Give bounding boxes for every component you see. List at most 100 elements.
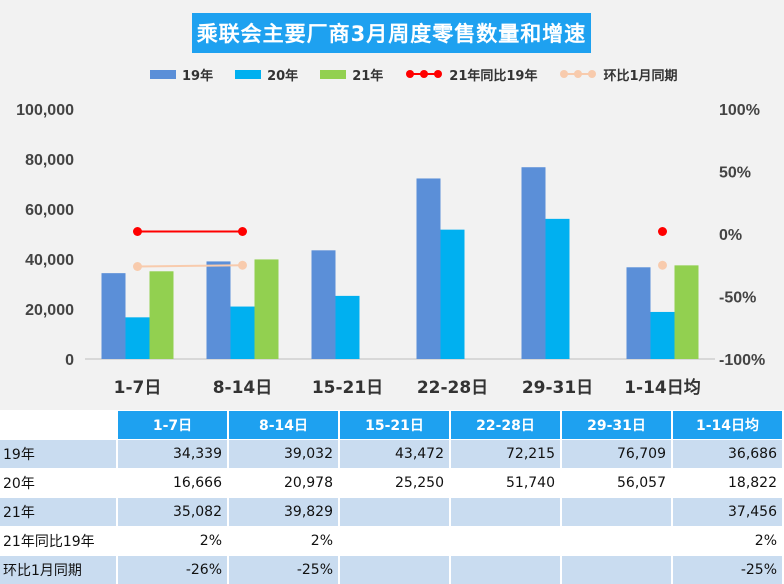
- bar-19年: [311, 250, 336, 359]
- table-cell: 36,686: [673, 439, 784, 468]
- y-left-tick-label: 40,000: [25, 252, 74, 269]
- table-cell: [562, 526, 673, 555]
- legend-swatch-20: [235, 69, 262, 79]
- legend-line-mom-icon: [560, 70, 597, 78]
- legend-label-20: 20年: [267, 68, 299, 84]
- table-header: 29-31日: [562, 411, 673, 439]
- bar-21年: [254, 259, 279, 359]
- x-tick-label: 1-14日均: [624, 377, 701, 398]
- legend-swatch-19: [150, 69, 176, 79]
- table-cell: [451, 497, 562, 526]
- bar-19年: [521, 167, 546, 359]
- table-cell: [340, 526, 451, 555]
- row-label: 20年: [0, 468, 118, 497]
- legend-label-mom: 环比1月同期: [603, 68, 678, 84]
- table-cell: 51,740: [451, 468, 562, 497]
- table-cell: [340, 497, 451, 526]
- legend-item-21: 21年: [320, 65, 383, 84]
- table-cell: 18,822: [673, 468, 784, 497]
- row-label: 环比1月同期: [0, 555, 118, 584]
- table-cell: 34,339: [118, 439, 229, 468]
- legend-item-20: 20年: [235, 65, 298, 84]
- table-header: 22-28日: [451, 411, 562, 439]
- table-header: 1-7日: [118, 411, 229, 439]
- bar-19年: [101, 273, 126, 359]
- table-cell: -26%: [118, 555, 229, 584]
- table-cell: 43,472: [340, 439, 451, 468]
- legend-swatch-21: [320, 69, 347, 79]
- y-left-tick-label: 0: [65, 352, 74, 369]
- x-tick-label: 29-31日: [522, 378, 593, 398]
- row-label: 21年同比19年: [0, 526, 118, 555]
- point-21年同比19年: [658, 227, 667, 236]
- bar-20年: [440, 229, 465, 359]
- legend-label-21: 21年: [352, 68, 384, 84]
- table-header: 8-14日: [229, 411, 340, 439]
- table-row: 环比1月同期 -26% -25% -25%: [0, 555, 784, 584]
- bar-21年: [149, 271, 174, 359]
- bar-20年: [230, 306, 255, 359]
- row-label: 19年: [0, 439, 118, 468]
- table-row: 21年同比19年 2% 2% 2%: [0, 526, 784, 555]
- y-right-tick-label: 100%: [719, 102, 760, 119]
- table-cell: 25,250: [340, 468, 451, 497]
- table-cell: 37,456: [673, 497, 784, 526]
- table-row: 19年 34,339 39,032 43,472 72,215 76,709 3…: [0, 439, 784, 468]
- table-cell: 56,057: [562, 468, 673, 497]
- table-cell: -25%: [229, 555, 340, 584]
- y-right-tick-label: -50%: [719, 290, 756, 307]
- legend-item-19: 19年: [150, 65, 213, 84]
- point-环比1月同期: [133, 262, 142, 271]
- chart-svg: 0 20,000 40,000 60,000 80,000 100,000 -100% -50…: [16, 102, 765, 398]
- y-right-tick-label: 0%: [719, 227, 742, 244]
- table-cell: 35,082: [118, 497, 229, 526]
- y-left-tick-label: 100,000: [16, 102, 74, 119]
- bar-20年: [125, 317, 150, 359]
- y-right-tick-label: -100%: [719, 352, 765, 369]
- y-left-tick-label: 20,000: [25, 302, 74, 319]
- table-row: 21年 35,082 39,829 37,456: [0, 497, 784, 526]
- y-right-tick-label: 50%: [719, 165, 751, 182]
- table-cell: [340, 555, 451, 584]
- line-环比1月同期: [137, 264, 243, 268]
- bar-19年: [416, 178, 441, 359]
- table-cell: 39,829: [229, 497, 340, 526]
- table-cell: 39,032: [229, 439, 340, 468]
- chart-area: 0 20,000 40,000 60,000 80,000 100,000 -100% -50…: [0, 0, 784, 410]
- x-tick-label: 1-7日: [114, 378, 162, 398]
- table-header: 15-21日: [340, 411, 451, 439]
- legend-item-mom: 环比1月同期: [559, 65, 678, 84]
- table-cell: 2%: [229, 526, 340, 555]
- y-left-tick-label: 80,000: [25, 152, 74, 169]
- bar-19年: [206, 261, 231, 359]
- legend-line-yoy-icon: [406, 70, 443, 78]
- table-cell: [451, 526, 562, 555]
- table-header: 1-14日均: [673, 411, 784, 439]
- table-cell: 16,666: [118, 468, 229, 497]
- legend-label-yoy: 21年同比19年: [449, 68, 538, 84]
- table-cell: 2%: [673, 526, 784, 555]
- table-cell: [562, 497, 673, 526]
- table-cell: 20,978: [229, 468, 340, 497]
- table-cell: 76,709: [562, 439, 673, 468]
- bar-21年: [674, 265, 699, 359]
- table-cell: [562, 555, 673, 584]
- bar-20年: [650, 311, 675, 359]
- table-cell: [451, 555, 562, 584]
- legend-item-yoy: 21年同比19年: [405, 65, 537, 84]
- y-left-tick-label: 60,000: [25, 202, 74, 219]
- point-环比1月同期: [658, 260, 667, 270]
- legend-label-19: 19年: [182, 68, 214, 84]
- table-row: 20年 16,666 20,978 25,250 51,740 56,057 1…: [0, 468, 784, 497]
- data-table: 1-7日 8-14日 15-21日 22-28日 29-31日 1-14日均 1…: [0, 411, 784, 584]
- chart-title: 乘联会主要厂商3月周度零售数量和增速: [192, 13, 591, 53]
- x-tick-label: 8-14日: [213, 378, 273, 398]
- bar-19年: [626, 267, 651, 359]
- point-21年同比19年: [238, 227, 247, 236]
- x-tick-label: 22-28日: [417, 378, 488, 398]
- table-header-row: 1-7日 8-14日 15-21日 22-28日 29-31日 1-14日均: [0, 411, 784, 439]
- table-cell: 2%: [118, 526, 229, 555]
- table-cell: -25%: [673, 555, 784, 584]
- legend: 19年 20年 21年 21年同比19年: [150, 64, 678, 84]
